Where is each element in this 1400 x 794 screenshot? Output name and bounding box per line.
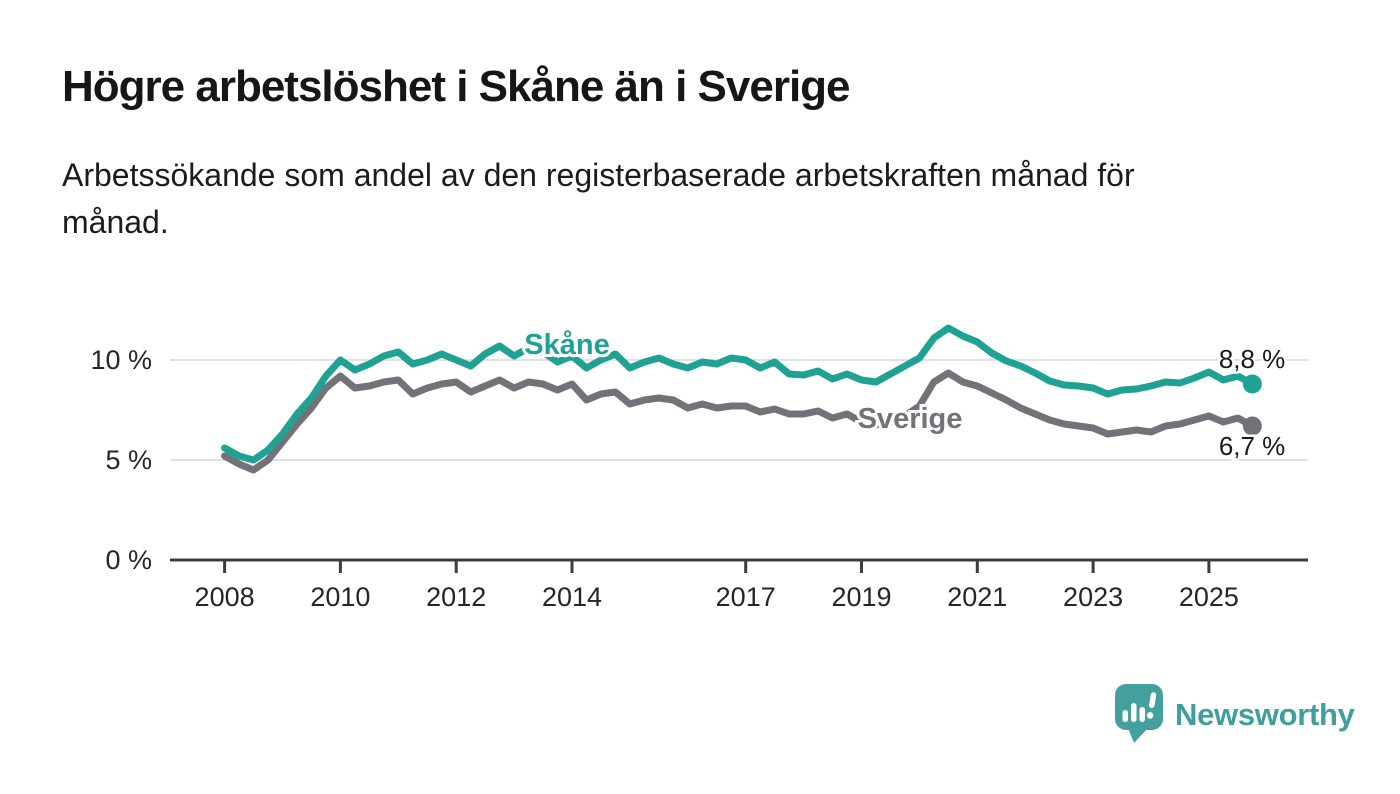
skane-end-dot [1242, 374, 1262, 394]
skane-end-value-label: 8,8 % [1219, 344, 1286, 374]
x-tick-label-2008: 2008 [195, 582, 255, 612]
sverige-end-dot [1242, 416, 1262, 436]
x-tick-label-2019: 2019 [831, 582, 891, 612]
x-tick-label-2010: 2010 [310, 582, 370, 612]
brand-name: Newsworthy [1175, 696, 1355, 732]
brand-footer: Newsworthy [1115, 684, 1355, 744]
skane-series-label: Skåne [524, 329, 609, 361]
x-tick-label-2014: 2014 [542, 582, 602, 612]
page-subtitle: Arbetssökande som andel av den registerb… [62, 157, 1135, 241]
x-tick-label-2017: 2017 [716, 582, 776, 612]
skane-line [221, 324, 1256, 464]
y-tick-label-5: 5 % [105, 445, 152, 475]
x-tick-label-2025: 2025 [1179, 582, 1239, 612]
sverige-line [221, 369, 1256, 474]
x-tick-label-2012: 2012 [426, 582, 486, 612]
sverige-end-value-label: 6,7 % [1219, 431, 1286, 461]
y-tick-label-10: 10 % [90, 345, 152, 375]
sverige-series-label: Sverige [858, 403, 963, 435]
newsworthy-logo-icon [1115, 684, 1163, 743]
x-tick-label-2023: 2023 [1063, 582, 1123, 612]
y-tick-label-0: 0 % [105, 545, 152, 575]
x-tick-label-2021: 2021 [947, 582, 1007, 612]
page-title: Högre arbetslöshet i Skåne än i Sverige [62, 62, 851, 111]
